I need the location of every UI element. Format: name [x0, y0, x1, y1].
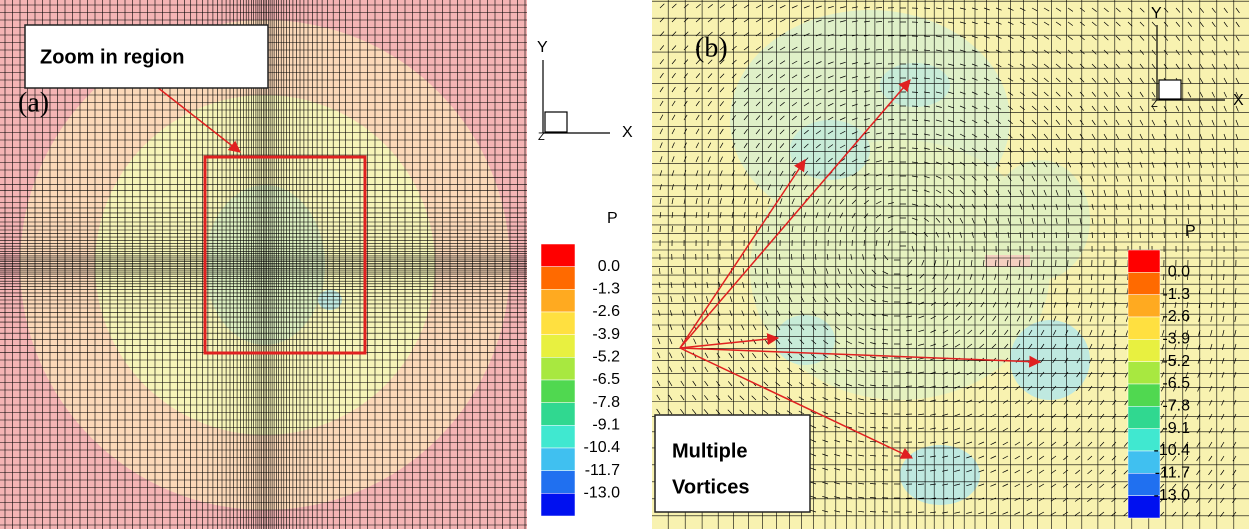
legend-level: -2.6 [592, 303, 620, 320]
legend-swatch [1127, 249, 1161, 273]
axis-label: Z [538, 131, 545, 143]
mesh [0, 0, 527, 529]
axis-label: Z [1151, 98, 1158, 110]
legend-swatch [1127, 495, 1161, 519]
legend-swatch [540, 470, 576, 494]
legend-swatch [1127, 361, 1161, 385]
legend-level: -6.5 [1162, 375, 1190, 392]
callout: Multiple [672, 440, 748, 462]
legend-swatch [540, 334, 576, 358]
legends: P 0.0 -1.3 -2.6 -3.9 -5.2 -6.5 -7.8 -9.1 -10.4 -11… [540, 210, 1196, 519]
legend-swatch [540, 311, 576, 335]
legend-level: -7.8 [592, 394, 620, 411]
legend-swatch [1127, 316, 1161, 340]
legend-level: -10.4 [584, 439, 621, 456]
legend-swatch [540, 402, 576, 426]
panel-label: (a) [18, 87, 49, 118]
axis-label: Y [537, 39, 548, 56]
legend-swatch [1127, 272, 1161, 295]
legend-swatch [1127, 294, 1161, 318]
legend-level: -1.3 [1162, 286, 1190, 303]
panel-label: (b) [695, 32, 728, 63]
axis-label: X [622, 124, 633, 141]
legend-level: -9.1 [1162, 420, 1190, 437]
callout: Vortices [672, 476, 749, 498]
axis-label: X [1233, 92, 1244, 109]
legend-level: -2.6 [1162, 308, 1190, 325]
legend-level: -10.4 [1154, 442, 1191, 459]
legend-level: -7.8 [1162, 398, 1190, 415]
mesh-lines [0, 0, 527, 529]
legend-swatch [540, 379, 576, 403]
legend-swatch [540, 357, 576, 381]
legend-level: -13.0 [584, 485, 621, 502]
legend-level: -5.2 [592, 349, 620, 366]
legend-level: -3.9 [1162, 331, 1190, 348]
axis-label: Y [1151, 5, 1162, 22]
legend-level: -11.7 [585, 462, 620, 479]
legend-swatch [540, 289, 576, 313]
legend-level: -13.0 [1154, 487, 1191, 504]
legend-swatch [540, 447, 576, 471]
legend-swatch [1127, 383, 1161, 407]
callout: Zoom in region [40, 46, 184, 68]
legend-level: 0.0 [1168, 264, 1190, 281]
legend-level: -1.3 [592, 281, 620, 298]
legend-level: 0.0 [598, 258, 620, 275]
axis-triad [542, 60, 610, 134]
legend-level: -3.9 [592, 326, 620, 343]
legend-level: -11.7 [1155, 465, 1190, 482]
legend-level: -9.1 [592, 417, 620, 434]
arrows [679, 79, 1042, 459]
legend-swatch [540, 266, 576, 290]
legend-swatch [540, 243, 576, 267]
axis-triad [1156, 25, 1225, 101]
legend-title: P [1185, 223, 1196, 240]
legend-swatch [540, 493, 576, 517]
legend-swatch [540, 425, 576, 449]
legend-level: -5.2 [1162, 353, 1190, 370]
legend-swatch [1127, 406, 1161, 429]
legend-level: -6.5 [592, 371, 620, 388]
legend-swatch [1127, 339, 1161, 362]
legend-title: P [607, 210, 618, 227]
